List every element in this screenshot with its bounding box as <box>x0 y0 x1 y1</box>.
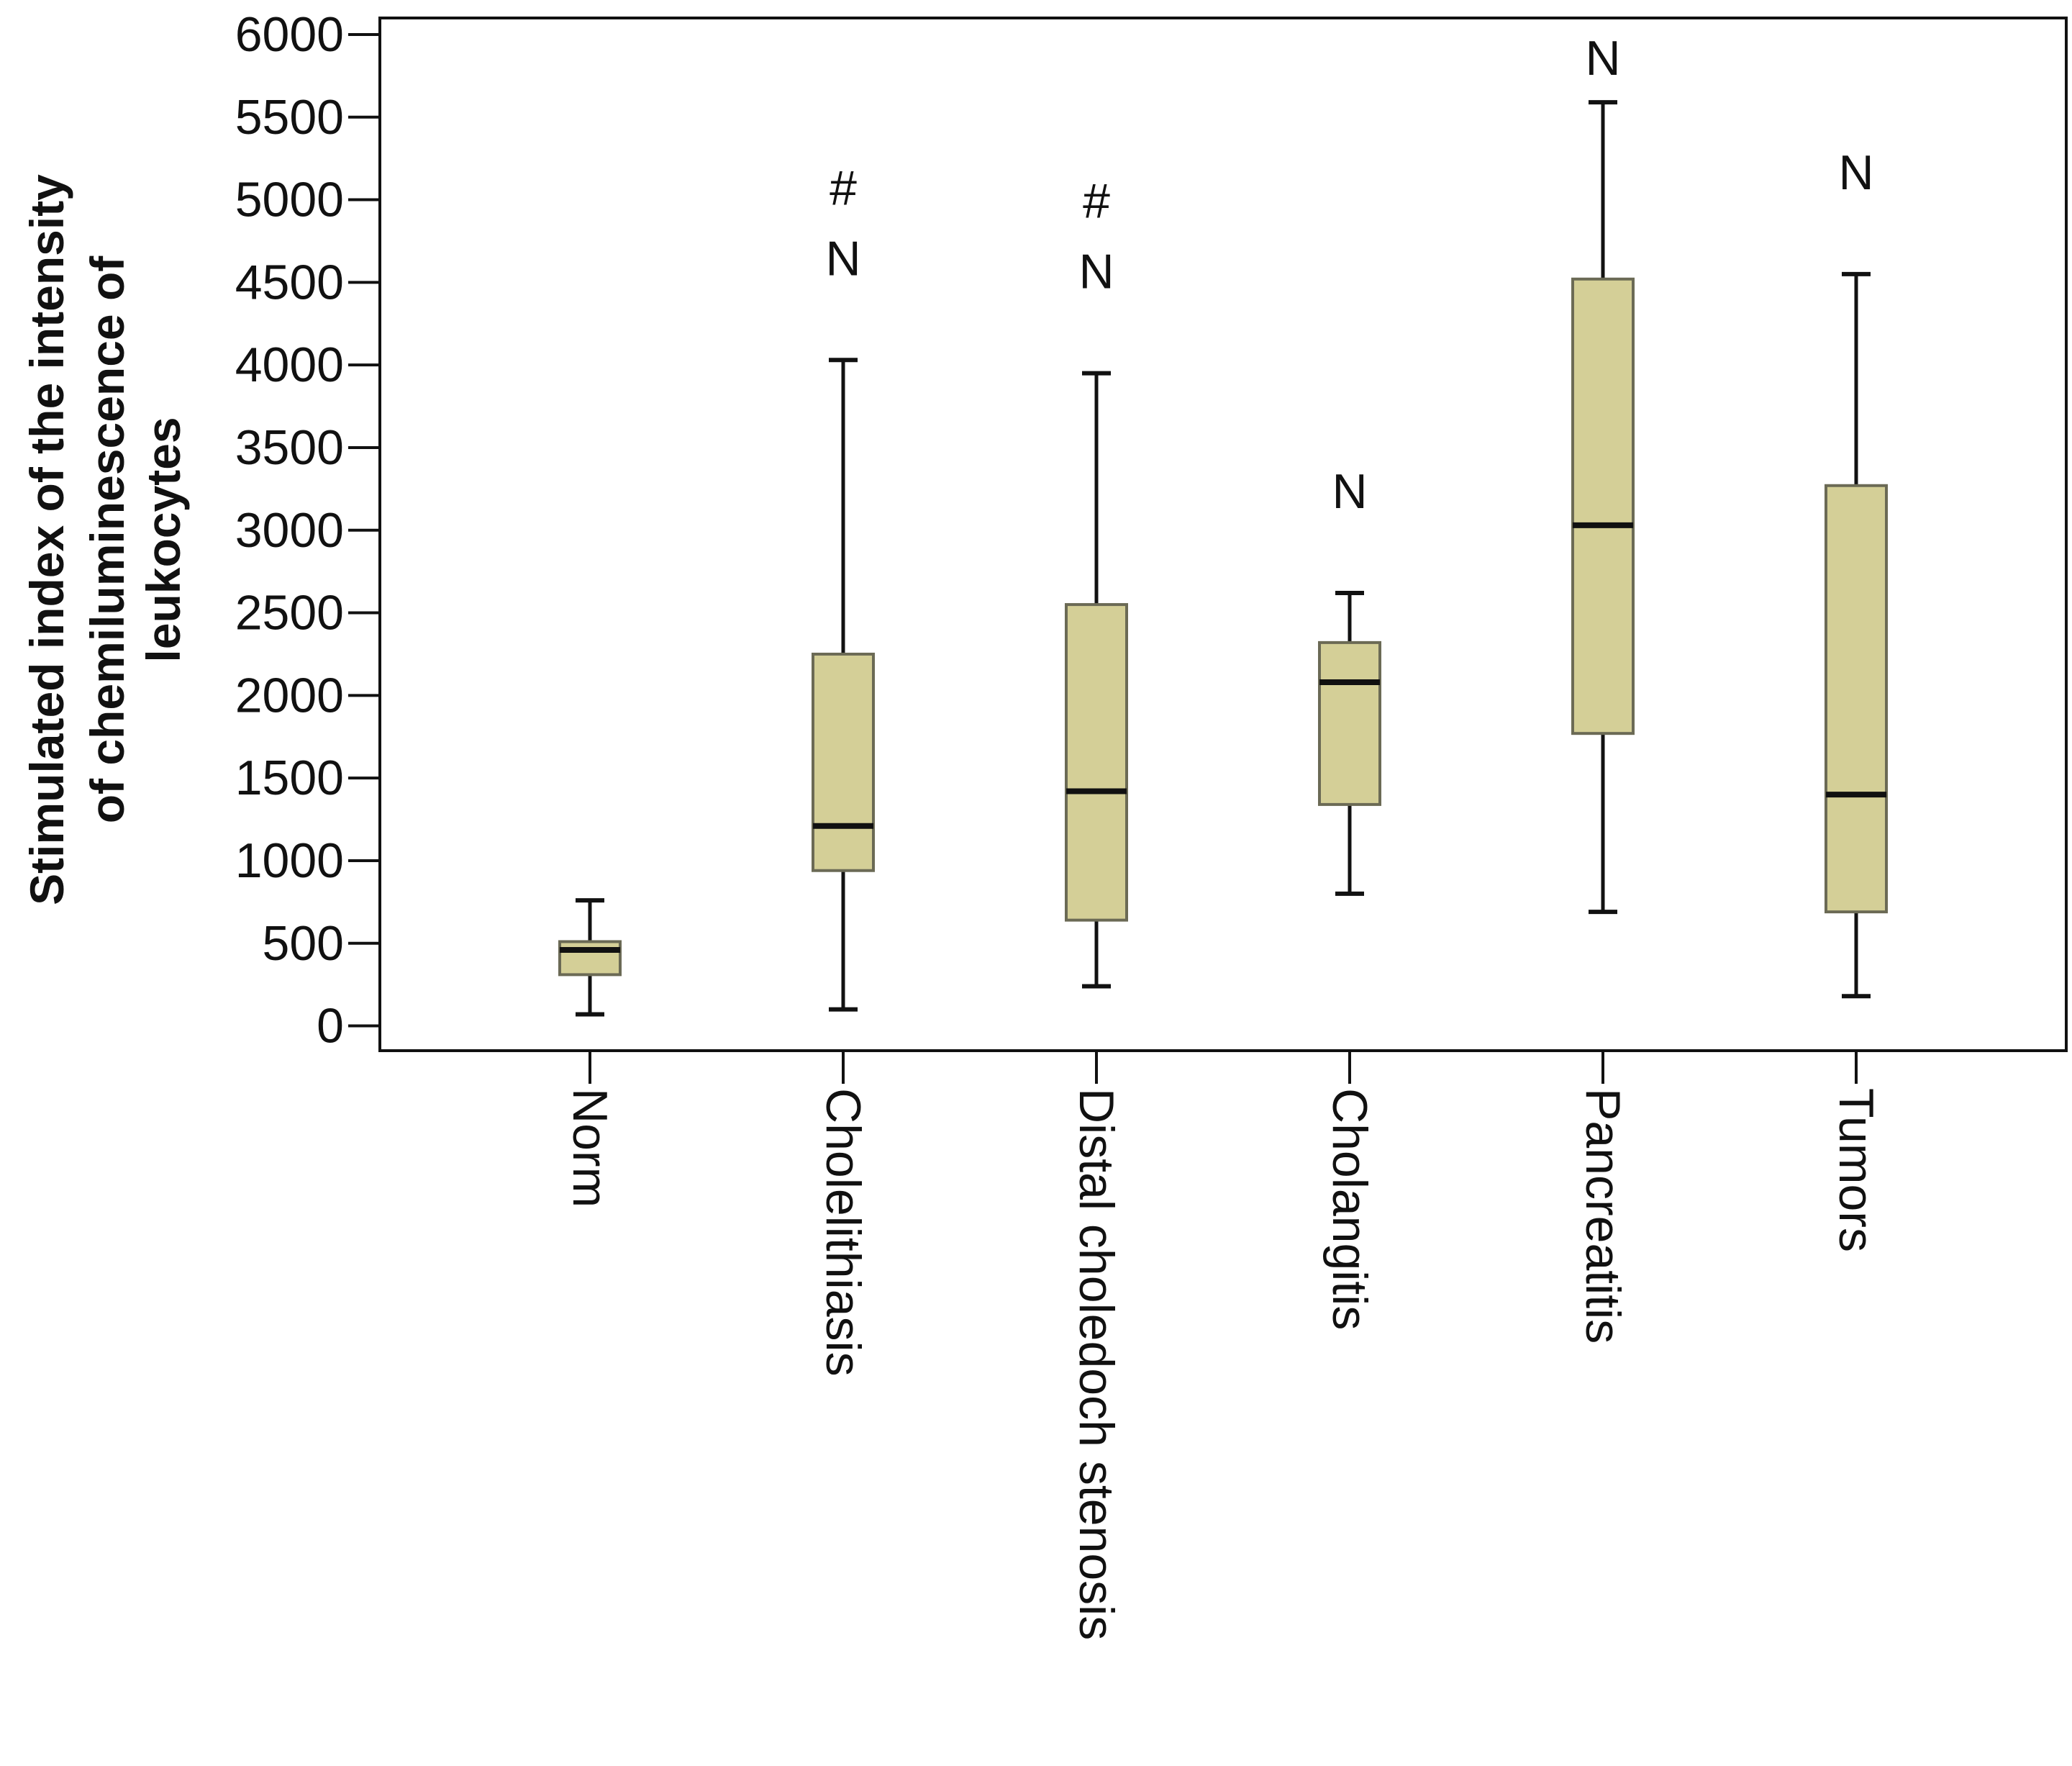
box-group <box>558 898 622 1017</box>
y-tick-label: 4500 <box>235 255 344 309</box>
y-tick-label: 5000 <box>235 173 344 227</box>
y-tick-label: 0 <box>317 999 344 1054</box>
iqr-box <box>1065 603 1128 922</box>
y-tick-label: 5500 <box>235 90 344 145</box>
significance-annotation: # <box>1083 174 1110 229</box>
y-axis-label-line: of chemiluminescence of <box>81 255 134 824</box>
iqr-box <box>812 652 875 872</box>
iqr-box <box>558 940 622 977</box>
box-group <box>1825 271 1888 999</box>
y-tick-label: 6000 <box>235 7 344 62</box>
significance-annotation: N <box>1332 464 1367 519</box>
iqr-box <box>1825 484 1888 914</box>
y-tick-label: 2500 <box>235 586 344 640</box>
y-tick-label: 3000 <box>235 503 344 558</box>
significance-annotation: N <box>1838 145 1873 200</box>
box-group <box>1318 591 1381 896</box>
y-tick-label: 1500 <box>235 751 344 805</box>
y-tick-label: 3500 <box>235 420 344 475</box>
significance-annotation: N <box>1585 31 1620 86</box>
box-group <box>1065 371 1128 989</box>
box-group <box>812 358 875 1012</box>
plot-frame <box>378 17 2068 1052</box>
y-tick-label: 1000 <box>235 833 344 888</box>
significance-annotation: N <box>1078 245 1114 299</box>
x-category-label: Distal choledoch stenosis <box>1069 1088 1124 1640</box>
x-category-label: Norm <box>563 1088 617 1208</box>
y-axis-label-line: leukocytes <box>137 417 190 662</box>
iqr-box <box>1571 277 1635 735</box>
iqr-box <box>1318 640 1381 806</box>
y-tick-label: 2000 <box>235 668 344 723</box>
x-category-label: Pancreatitis <box>1576 1088 1630 1344</box>
y-axis-label-line: Stimulated index of the intensity <box>20 174 73 905</box>
significance-annotation: # <box>830 160 857 215</box>
significance-annotation: N <box>825 231 860 286</box>
x-category-label: Cholangitis <box>1322 1088 1377 1330</box>
y-tick-label: 500 <box>263 916 344 971</box>
x-category-label: Tumors <box>1829 1088 1884 1252</box>
box-group <box>1571 100 1635 915</box>
y-tick-label: 4000 <box>235 338 344 392</box>
x-category-label: Cholelithiasis <box>816 1088 871 1377</box>
